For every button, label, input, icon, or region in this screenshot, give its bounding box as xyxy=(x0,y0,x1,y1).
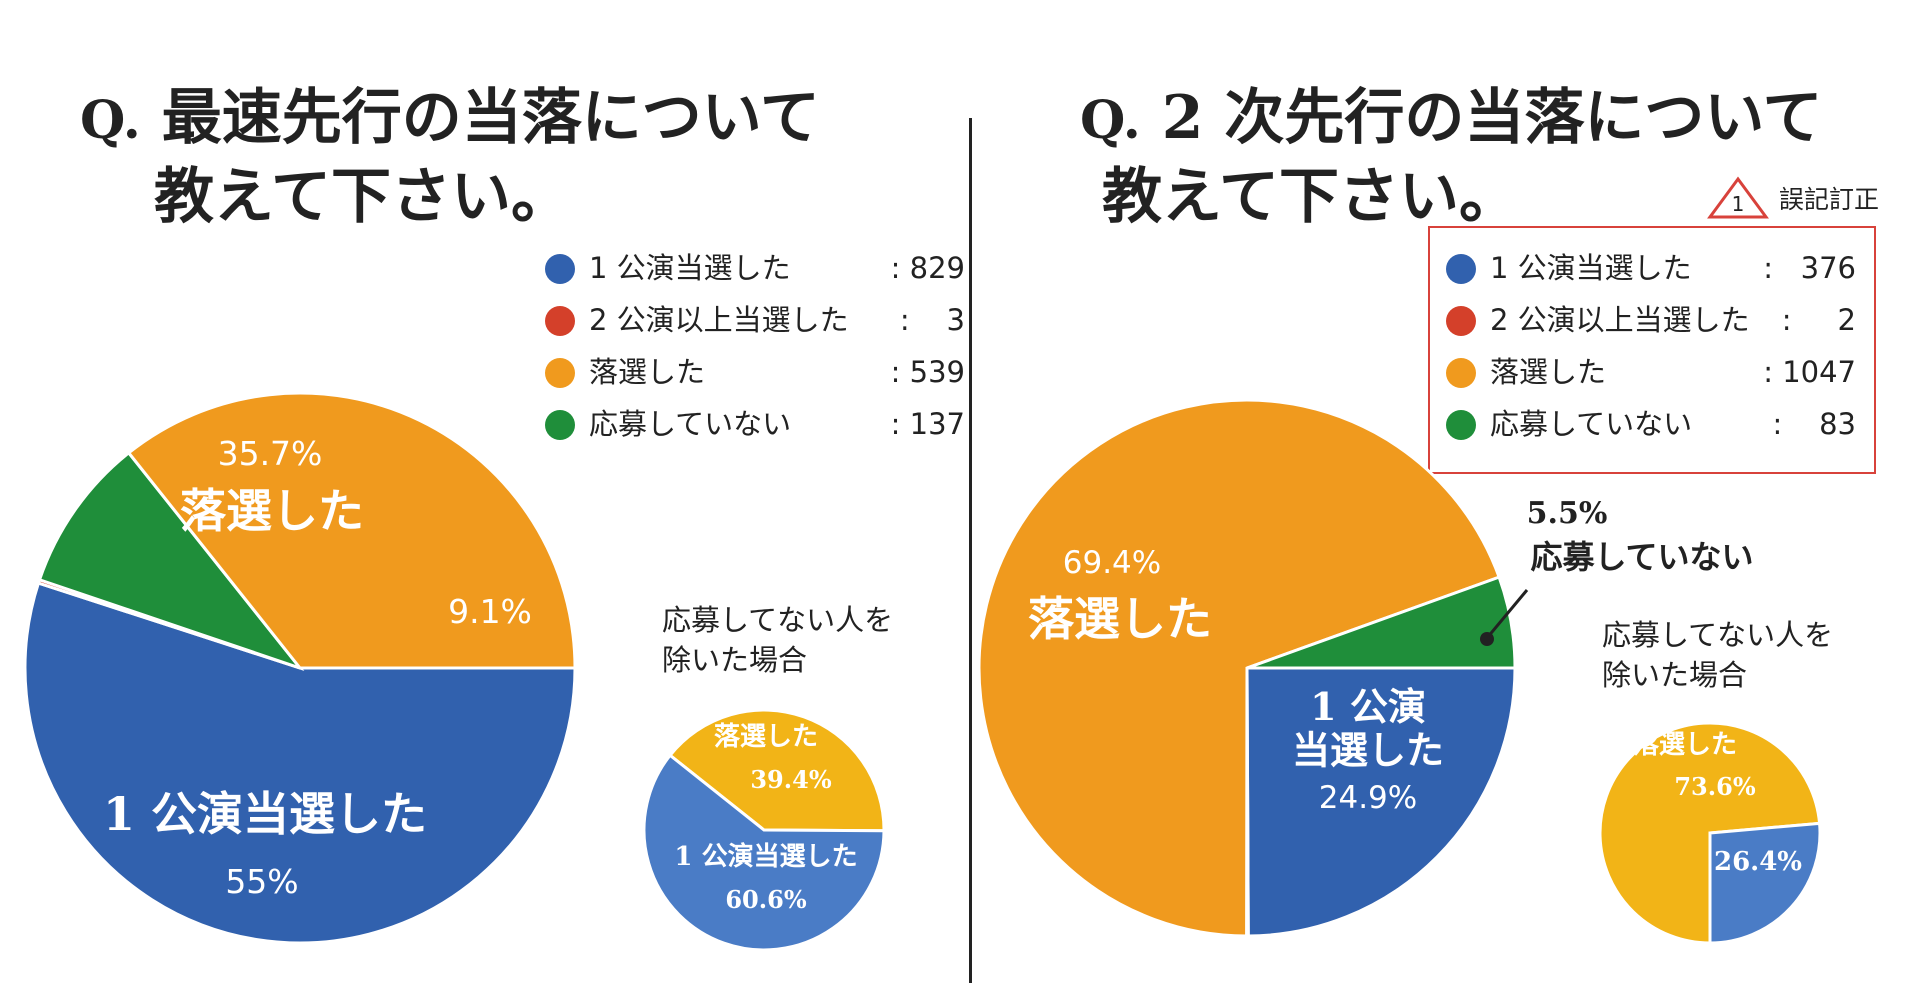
legend-label: 1 公演当選した xyxy=(589,251,791,285)
legend-color-dot xyxy=(545,410,575,440)
legend-color-dot xyxy=(545,358,575,388)
left-question-title: Q. 最速先行の当落について 教えて下さい。 xyxy=(80,80,820,235)
pie-slice xyxy=(1708,821,1822,945)
legend-label: 2 公演以上当選した xyxy=(589,303,849,337)
warning-triangle-icon: 1 xyxy=(1707,176,1769,219)
left-legend-item: 1 公演当選した : 829 xyxy=(545,242,965,294)
legend-value: : 1047 xyxy=(1763,355,1856,389)
legend-value: : 137 xyxy=(890,407,965,441)
right-question-title: Q. 2 次先行の当落について 教えて下さい。 xyxy=(1080,80,1823,235)
panel-divider xyxy=(969,118,972,983)
right-main-pie-chart: 69.4% 落選した 1 公演当選した 24.9% 5.5% 応募していない xyxy=(977,398,1754,938)
pie-slice xyxy=(977,398,1502,938)
right-legend-item: 2 公演以上当選した : 2 xyxy=(1446,294,1856,346)
legend-color-dot xyxy=(1446,358,1476,388)
left-title-line1: 最速先行の当落について xyxy=(161,83,820,153)
slice-percent-label: 69.4% xyxy=(1063,545,1161,581)
left-sub-pie-chart: 落選した 39.4% 1 公演当選した 60.6% xyxy=(642,708,886,952)
legend-value: : 376 xyxy=(1763,251,1856,285)
legend-label: 応募していない xyxy=(589,407,792,441)
slice-percent-label: 60.6% xyxy=(725,885,806,914)
left-panel: Q. 最速先行の当落について 教えて下さい。 1 公演当選した : 829 2 公演… xyxy=(23,80,965,952)
legend-value: : 3 xyxy=(899,303,965,337)
legend-value: : 83 xyxy=(1772,407,1856,441)
slice-name-label: 落選した xyxy=(1028,592,1212,646)
correction-notice: 1 誤記訂正 xyxy=(1707,176,1879,220)
callout-line xyxy=(1485,589,1529,639)
slice-name-label: 落選した xyxy=(180,484,364,538)
slice-name-label: 1 公演当選した xyxy=(674,841,857,872)
slice-name-label: 1 公演当選した xyxy=(1292,684,1444,773)
legend-label: 2 公演以上当選した xyxy=(1490,303,1750,337)
legend-color-dot xyxy=(1446,410,1476,440)
corrected-legend-box xyxy=(1428,226,1876,474)
left-legend-item: 応募していない : 137 xyxy=(545,398,965,450)
left-title-line2: 教えて下さい。 xyxy=(154,162,571,232)
right-title-line2: 教えて下さい。 xyxy=(1102,162,1519,232)
left-legend: 1 公演当選した : 829 2 公演以上当選した : 3 落選した : 539 応募してい… xyxy=(545,242,965,450)
pie-slice xyxy=(23,581,577,945)
slice-percent-label: 73.6% xyxy=(1674,772,1755,801)
notice-number: 1 xyxy=(1732,192,1745,216)
legend-color-dot xyxy=(1446,306,1476,336)
slice-name-label: 1 公演当選した xyxy=(103,787,427,841)
right-sub-pie-chart: 落選した 73.6% 26.4% xyxy=(1598,721,1822,945)
slice-name-label: 落選した xyxy=(714,722,818,752)
right-legend-item: 落選した : 1047 xyxy=(1446,346,1856,398)
slice-percent-label: 5.5% xyxy=(1527,496,1608,531)
legend-label: 応募していない xyxy=(1490,407,1693,441)
legend-color-dot xyxy=(1446,254,1476,284)
pie-slice xyxy=(667,708,886,833)
slice-percent-label: 9.1% xyxy=(448,592,532,631)
left-title-prefix: Q. xyxy=(80,90,141,151)
slice-percent-label: 26.4% xyxy=(1714,847,1802,877)
slice-name-label: 応募していない xyxy=(1530,538,1753,576)
legend-color-dot xyxy=(545,254,575,284)
legend-label: 1 公演当選した xyxy=(1490,251,1692,285)
right-sub-caption: 応募してない人を 除いた場合 xyxy=(1602,618,1834,692)
legend-label: 落選した xyxy=(1490,355,1607,389)
left-sub-caption: 応募してない人を 除いた場合 xyxy=(662,603,894,677)
notice-text: 誤記訂正 xyxy=(1779,185,1880,214)
right-panel: Q. 2 次先行の当落について 教えて下さい。 1 誤記訂正 1 公演当選した:… xyxy=(972,0,1920,1005)
legend-value: : 2 xyxy=(1781,303,1856,337)
slice-percent-label: 24.9% xyxy=(1319,780,1417,816)
slice-percent-label: 55% xyxy=(225,862,298,901)
pie-slice xyxy=(1246,575,1517,670)
right-title-line1: 2 次先行の当落について xyxy=(1161,83,1823,153)
pie-slice xyxy=(126,391,577,670)
right-legend-item: 応募していない : 83 xyxy=(1446,398,1856,450)
pie-slice xyxy=(642,753,886,952)
legend-value: : 539 xyxy=(890,355,965,389)
right-legend: 1 公演当選した : 376 2 公演以上当選した : 2 落選した : 1047 応募して… xyxy=(1446,242,1856,450)
legend-value: : 829 xyxy=(890,251,965,285)
legend-label: 落選した xyxy=(589,355,706,389)
right-legend-item: 1 公演当選した : 376 xyxy=(1446,242,1856,294)
left-legend-item: 落選した : 539 xyxy=(545,346,965,398)
legend-color-dot xyxy=(545,306,575,336)
right-title-prefix: Q. xyxy=(1080,90,1141,151)
callout-dot xyxy=(1480,632,1494,646)
slice-percent-label: 39.4% xyxy=(750,765,831,794)
slice-percent-label: 35.7% xyxy=(218,434,323,473)
left-main-pie-chart: 35.7% 落選した 9.1% 1 公演当選した 55% xyxy=(23,391,577,945)
slice-name-label: 落選した xyxy=(1633,730,1737,760)
pie-slice xyxy=(1245,666,1517,938)
pie-slice xyxy=(37,450,305,672)
left-legend-item: 2 公演以上当選した : 3 xyxy=(545,294,965,346)
